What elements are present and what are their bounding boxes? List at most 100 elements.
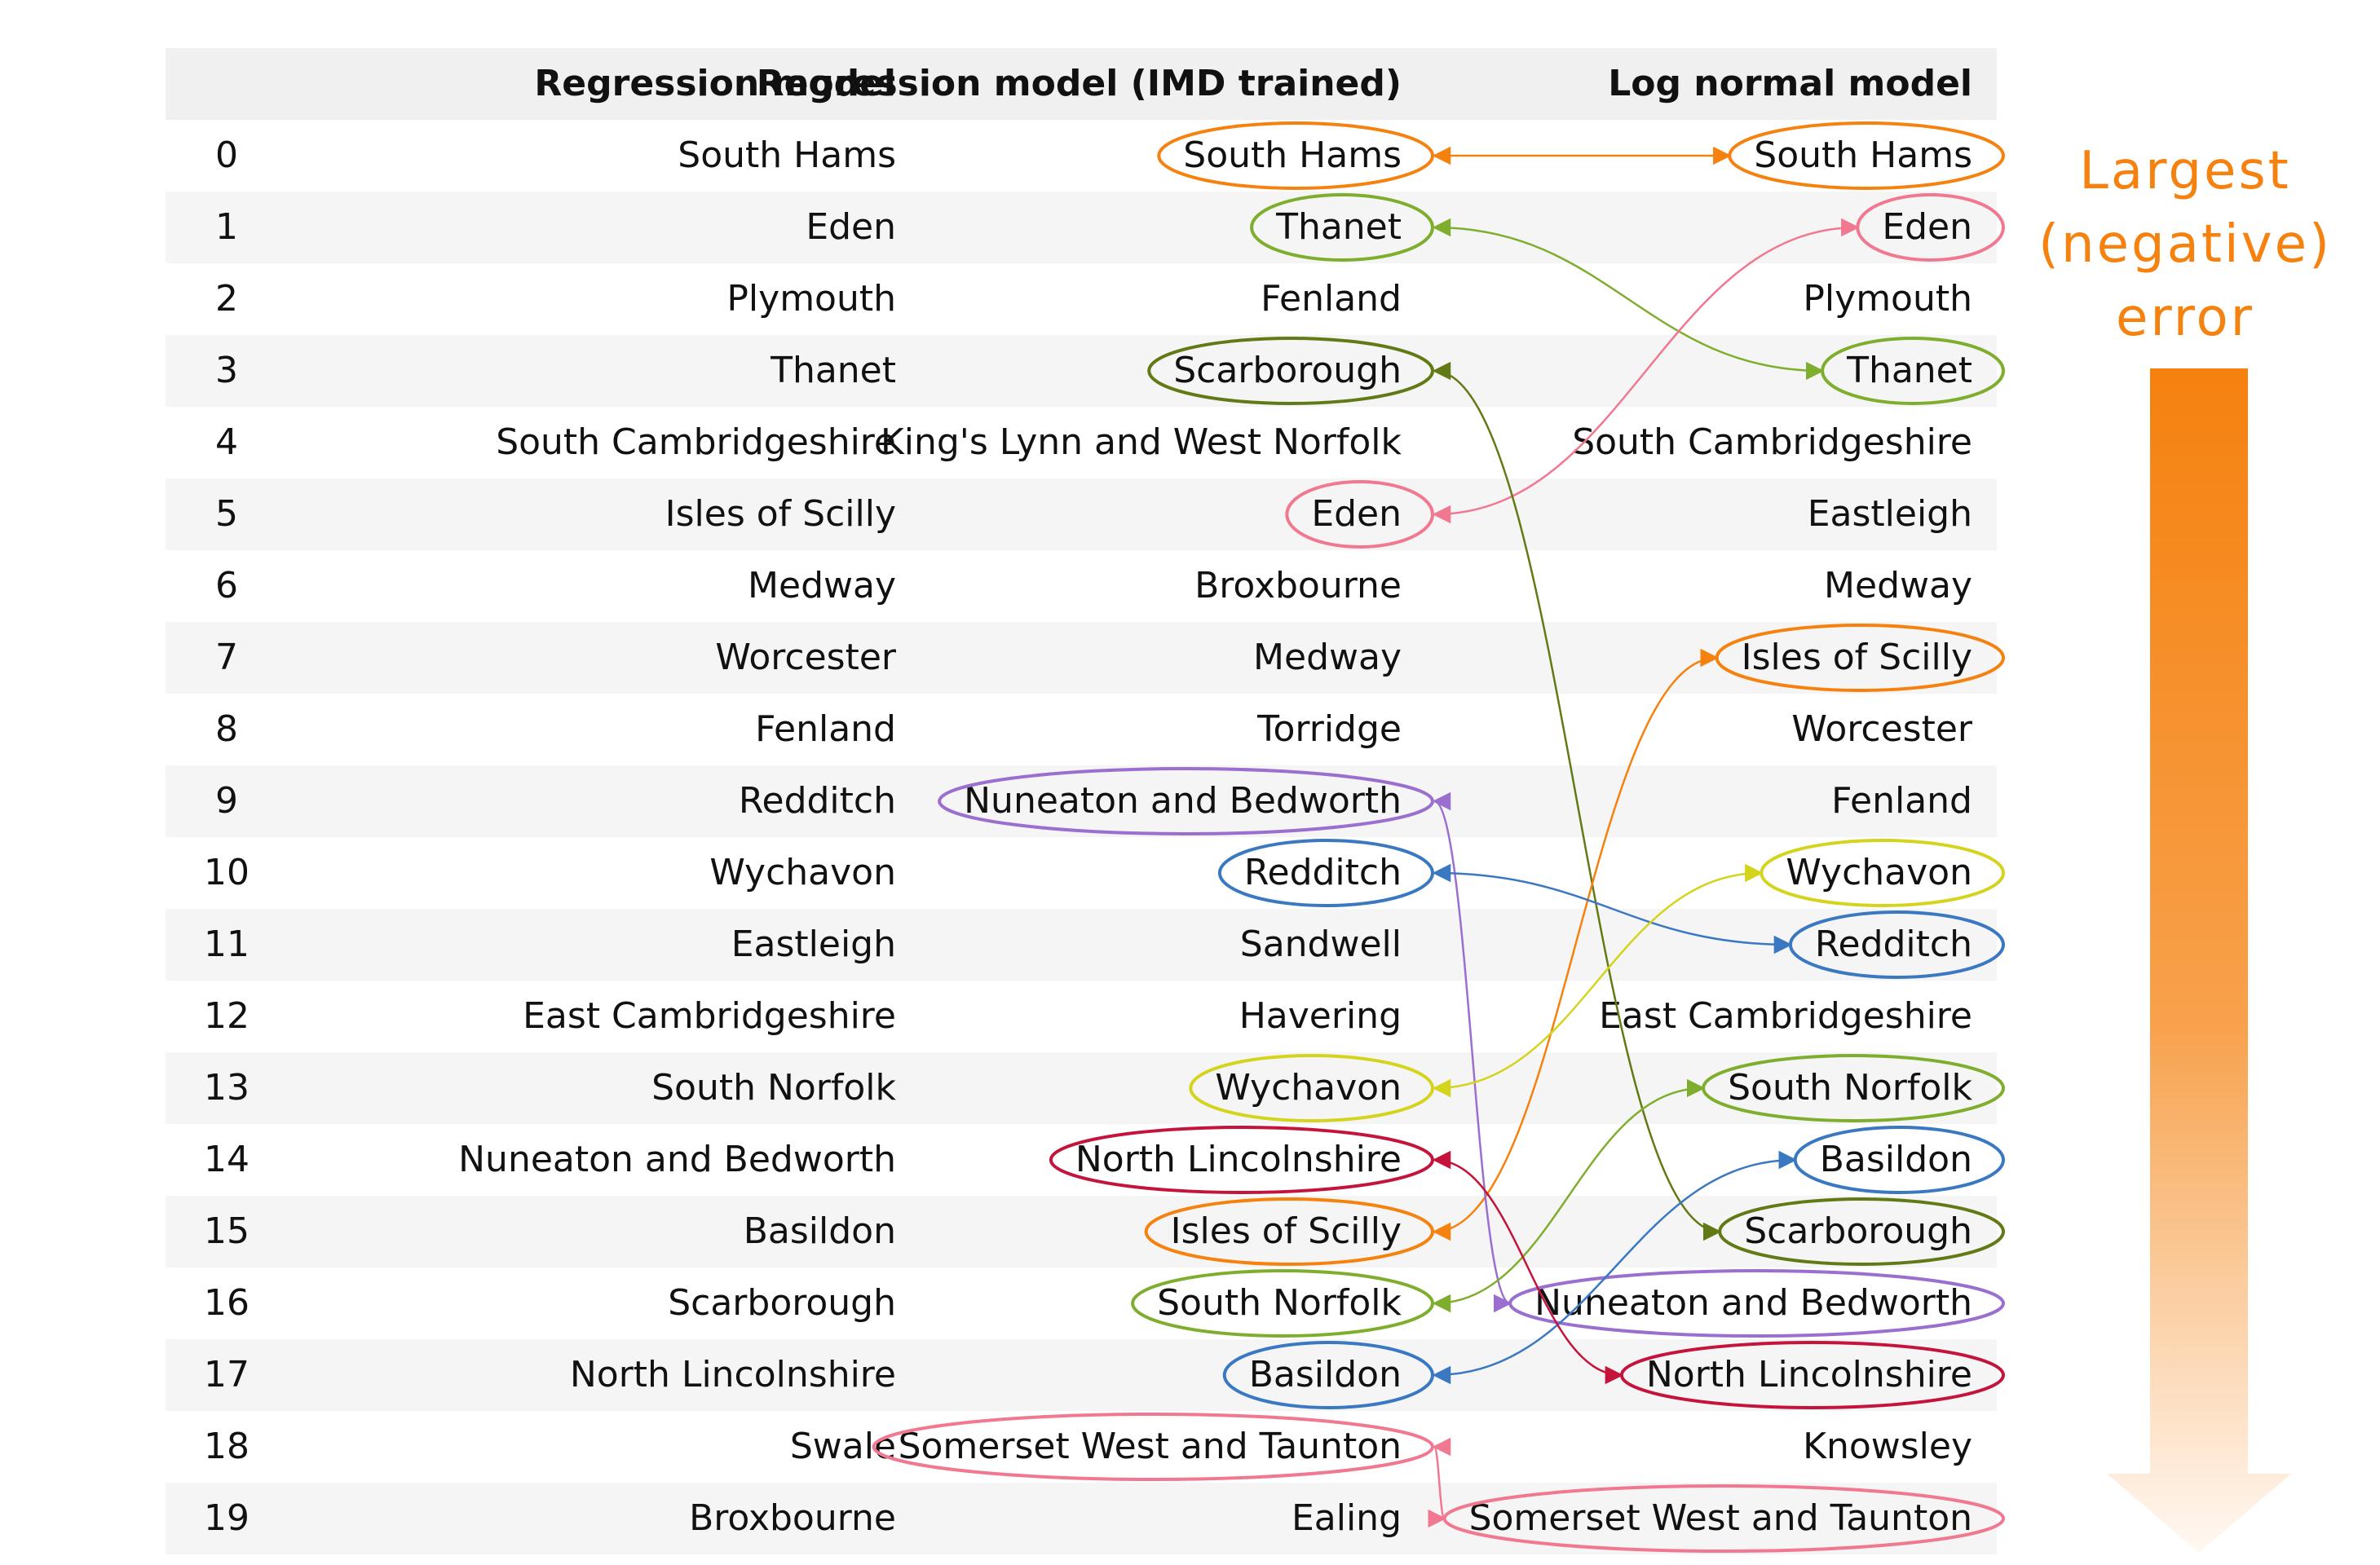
- imd-cell: South Hams: [1183, 134, 1402, 176]
- lognormal-cell: Medway: [1824, 565, 1972, 606]
- lognormal-cell: Basildon: [1819, 1139, 1972, 1180]
- regression-cell: Isles of Scilly: [665, 493, 896, 535]
- imd-cell: Wychavon: [1215, 1067, 1402, 1109]
- regression-cell: Redditch: [738, 780, 896, 822]
- lognormal-cell: South Cambridgeshire: [1572, 421, 1972, 463]
- lognormal-cell: Knowsley: [1803, 1426, 1972, 1467]
- regression-cell: Fenland: [755, 708, 896, 750]
- imd-cell: Basildon: [1248, 1354, 1402, 1395]
- table-row: 0 South Hams South Hams South Hams: [166, 120, 1997, 192]
- row-index: 6: [215, 565, 238, 606]
- header-lognormal-model: Log normal model: [1608, 63, 1972, 104]
- row-index: 0: [215, 134, 238, 176]
- table-row: 12 East Cambridgeshire Havering East Cambri…: [166, 981, 1997, 1052]
- regression-cell: Thanet: [771, 350, 896, 391]
- table-body: 0 South Hams South Hams South Hams 1 Eden Than…: [166, 120, 1997, 1554]
- table-row: 4 South Cambridgeshire King's Lynn and Wes…: [166, 407, 1997, 478]
- imd-cell: Thanet: [1276, 206, 1402, 248]
- row-index: 13: [204, 1067, 249, 1109]
- imd-cell: North Lincolnshire: [1075, 1139, 1402, 1180]
- imd-cell: Eden: [1311, 493, 1402, 535]
- row-index: 17: [204, 1354, 249, 1395]
- imd-cell: Torridge: [1257, 708, 1402, 750]
- imd-cell: Medway: [1253, 637, 1402, 678]
- table-row: 1 Eden Thanet Eden: [166, 192, 1997, 263]
- row-index: 18: [204, 1426, 249, 1467]
- down-arrow-icon: [2107, 368, 2291, 1553]
- table-row: 19 Broxbourne Ealing Somerset West and Taun…: [166, 1483, 1997, 1554]
- imd-cell: South Norfolk: [1157, 1282, 1402, 1324]
- imd-cell: Isles of Scilly: [1170, 1210, 1402, 1252]
- table-row: 14 Nuneaton and Bedworth North Lincolnshir…: [166, 1124, 1997, 1196]
- table-row: 5 Isles of Scilly Eden Eastleigh: [166, 478, 1997, 550]
- row-index: 2: [215, 278, 238, 320]
- row-index: 11: [204, 924, 249, 965]
- regression-cell: South Norfolk: [651, 1067, 896, 1109]
- regression-cell: Broxbourne: [689, 1497, 896, 1539]
- imd-cell: Sandwell: [1239, 924, 1402, 965]
- regression-cell: Basildon: [743, 1210, 896, 1252]
- regression-cell: Scarborough: [668, 1282, 896, 1324]
- row-index: 12: [204, 995, 249, 1037]
- row-index: 15: [204, 1210, 249, 1252]
- table-row: 6 Medway Broxbourne Medway: [166, 550, 1997, 622]
- lognormal-cell: Nuneaton and Bedworth: [1534, 1282, 1972, 1324]
- header-regression-model: Regression model: [534, 63, 896, 104]
- regression-cell: South Cambridgeshire: [496, 421, 896, 463]
- lognormal-cell: South Norfolk: [1728, 1067, 1972, 1109]
- row-index: 9: [215, 780, 238, 822]
- table-row: 10 Wychavon Redditch Wychavon: [166, 837, 1997, 909]
- regression-cell: Medway: [748, 565, 896, 606]
- imd-cell: Nuneaton and Bedworth: [964, 780, 1402, 822]
- lognormal-cell: East Cambridgeshire: [1599, 995, 1972, 1037]
- row-index: 8: [215, 708, 238, 750]
- regression-cell: North Lincolnshire: [569, 1354, 896, 1395]
- table-row: 7 Worcester Medway Isles of Scilly: [166, 622, 1997, 694]
- lognormal-cell: Wychavon: [1786, 852, 1972, 893]
- lognormal-cell: Isles of Scilly: [1741, 637, 1972, 678]
- imd-cell: Fenland: [1261, 278, 1402, 320]
- row-index: 10: [204, 852, 249, 893]
- row-index: 4: [215, 421, 238, 463]
- table-row: 2 Plymouth Fenland Plymouth: [166, 263, 1997, 335]
- table-row: 8 Fenland Torridge Worcester: [166, 694, 1997, 765]
- regression-cell: Swale: [789, 1426, 896, 1467]
- imd-cell: King's Lynn and West Norfolk: [880, 421, 1402, 463]
- imd-cell: Broxbourne: [1194, 565, 1402, 606]
- regression-cell: Plymouth: [726, 278, 896, 320]
- lognormal-cell: Plymouth: [1803, 278, 1972, 320]
- row-index: 19: [204, 1497, 249, 1539]
- regression-cell: Eden: [806, 206, 896, 248]
- label-line-largest: Largest: [2079, 141, 2291, 201]
- label-line-error: error: [2116, 288, 2254, 348]
- lognormal-cell: Scarborough: [1744, 1210, 1972, 1252]
- largest-error-label: Largest (negative) error: [2038, 134, 2332, 355]
- regression-cell: Worcester: [715, 637, 896, 678]
- imd-cell: Ealing: [1291, 1497, 1402, 1539]
- lognormal-cell: North Lincolnshire: [1645, 1354, 1972, 1395]
- lognormal-cell: Fenland: [1831, 780, 1972, 822]
- row-index: 14: [204, 1139, 249, 1180]
- row-index: 1: [215, 206, 238, 248]
- row-index: 5: [215, 493, 238, 535]
- regression-cell: East Cambridgeshire: [523, 995, 896, 1037]
- table-row: 11 Eastleigh Sandwell Redditch: [166, 909, 1997, 981]
- lognormal-cell: Worcester: [1791, 708, 1972, 750]
- regression-cell: South Hams: [678, 134, 896, 176]
- regression-cell: Wychavon: [709, 852, 896, 893]
- lognormal-cell: Redditch: [1814, 924, 1972, 965]
- lognormal-cell: Eden: [1882, 206, 1972, 248]
- header-imd-model: Regression model (IMD trained): [756, 63, 1402, 104]
- table-row: 16 Scarborough South Norfolk Nuneaton and B…: [166, 1267, 1997, 1339]
- label-line-negative: (negative): [2038, 214, 2332, 275]
- header-index: [166, 48, 288, 120]
- imd-cell: Redditch: [1243, 852, 1402, 893]
- lognormal-cell: South Hams: [1754, 134, 1972, 176]
- lognormal-cell: Eastleigh: [1807, 493, 1972, 535]
- imd-cell: Somerset West and Taunton: [898, 1426, 1402, 1467]
- table-row: 17 North Lincolnshire Basildon North Lincol…: [166, 1339, 1997, 1411]
- table-header-row: Regression model Regression model (IMD t…: [166, 48, 1997, 120]
- comparison-table: Regression model Regression model (IMD t…: [166, 48, 1997, 1554]
- regression-cell: Eastleigh: [731, 924, 896, 965]
- lognormal-cell: Thanet: [1847, 350, 1972, 391]
